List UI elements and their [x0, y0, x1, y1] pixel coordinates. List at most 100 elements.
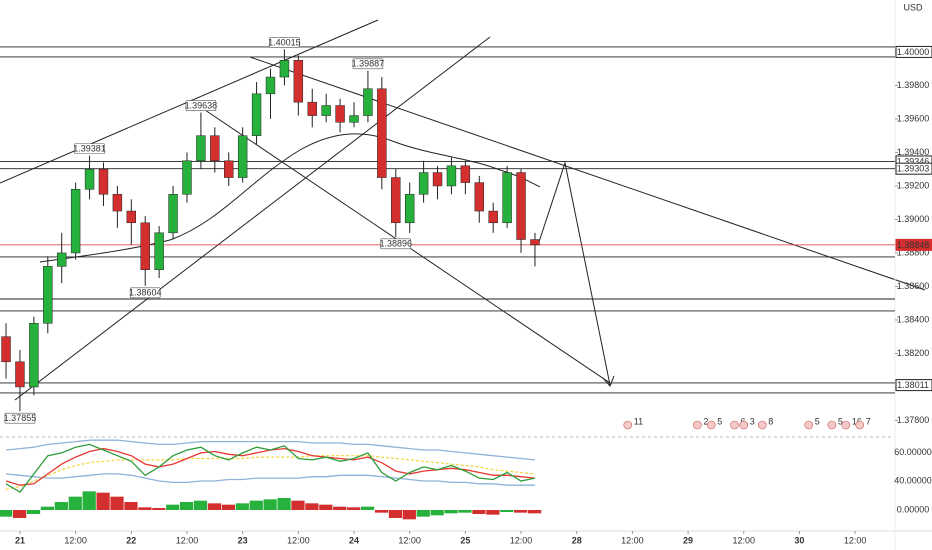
candle-body: [237, 135, 248, 178]
indicator-tick-label: 40.00000: [894, 475, 932, 485]
candle-body: [182, 160, 192, 195]
candle-body: [377, 88, 387, 178]
candle-body: [43, 266, 53, 324]
hist-bar: [207, 503, 222, 510]
hist-bar: [152, 508, 166, 510]
candle-body: [112, 194, 123, 212]
y-tick-label: 1.39400: [897, 147, 930, 157]
candle-body: [349, 115, 359, 123]
hist-bar: [54, 502, 68, 510]
candle-body: [418, 172, 429, 195]
indicator-line: [5, 455, 536, 490]
indicator-line: [5, 439, 536, 461]
trend-line: [14, 36, 491, 401]
event-icon: [758, 420, 767, 430]
annotation-label: 1.39381: [73, 143, 106, 153]
candle-body: [251, 93, 262, 136]
hist-bar: [374, 510, 389, 513]
y-tick-label: 1.38800: [897, 247, 930, 257]
candle-body: [84, 168, 95, 190]
hist-bar: [40, 506, 55, 510]
price-tag-label: 1.38848: [897, 240, 930, 250]
candle-body: [15, 361, 25, 388]
price-tag: [895, 379, 932, 392]
hist-bar: [360, 506, 375, 510]
candle-body: [29, 323, 39, 388]
trend-line: [249, 56, 926, 291]
event-label: 16: [852, 416, 862, 426]
candle-body: [279, 60, 290, 78]
hist-bar: [319, 504, 333, 510]
candle-body: [530, 239, 540, 246]
y-tick-label: 1.39200: [897, 180, 930, 190]
x-tick-label: 25: [460, 535, 470, 545]
annotation-label: 1.40015: [268, 37, 301, 47]
event-label: 7: [866, 416, 871, 426]
hist-bar: [500, 510, 514, 512]
candle-body: [210, 135, 220, 162]
event-icon: [739, 420, 749, 430]
candle-body: [293, 60, 304, 103]
x-tick-label: 24: [349, 535, 359, 545]
candle-body: [265, 76, 276, 95]
x-tick-label: 12:00: [176, 535, 199, 545]
hist-bar: [12, 510, 27, 518]
event-label: 5: [838, 416, 843, 426]
hist-bar: [96, 492, 110, 510]
price-tag: [895, 45, 932, 58]
candle-body: [391, 177, 401, 224]
x-tick-label: 30: [794, 535, 804, 545]
hist-bar: [444, 510, 458, 514]
candle-body: [502, 172, 512, 224]
candle-body: [321, 105, 331, 116]
hist-bar: [514, 510, 528, 513]
event-icon: [827, 420, 837, 430]
hist-bar: [235, 503, 249, 510]
y-tick-label: 1.39800: [897, 80, 930, 90]
annotation-label: 1.37855: [4, 413, 37, 423]
hist-bar: [486, 510, 500, 515]
annotation-box: [380, 238, 412, 250]
currency: USD: [903, 2, 923, 12]
event-icon: [855, 420, 865, 430]
x-tick-label: 12:00: [621, 535, 644, 545]
candle-body: [335, 105, 345, 123]
indicator-line: [5, 473, 535, 486]
candle-body: [70, 189, 81, 254]
x-tick-label: 12:00: [64, 535, 87, 545]
candle-body: [460, 165, 471, 183]
hist-bar: [180, 502, 194, 510]
annotation-box: [185, 100, 217, 111]
y-tick-label: 1.38400: [897, 314, 930, 324]
event-icon: [730, 420, 739, 430]
event-label: 5: [717, 416, 722, 426]
hist-bar: [221, 504, 236, 510]
y-tick-label: 1.37800: [897, 415, 930, 425]
annotation-box: [129, 287, 161, 299]
hist-bar: [138, 507, 152, 510]
hist-bar: [124, 502, 138, 510]
annotation-box: [4, 412, 36, 424]
event-icon: [693, 420, 702, 430]
annotation-label: 1.39638: [185, 100, 218, 110]
x-tick-label: 12:00: [398, 535, 421, 545]
price-tag-label: 1.39303: [897, 164, 930, 174]
event-label: 8: [768, 416, 773, 426]
x-tick-label: 29: [683, 535, 693, 545]
hist-bar: [166, 504, 180, 510]
hist-bar: [305, 503, 319, 510]
annotation-label: 1.38896: [379, 239, 412, 249]
event-label: 2: [703, 416, 708, 426]
hist-bar: [416, 510, 430, 517]
x-tick-label: 28: [572, 535, 582, 545]
annotation-box: [74, 143, 105, 154]
event-label: 5: [815, 416, 820, 426]
candle-body: [404, 194, 415, 224]
candle-body: [516, 172, 526, 240]
candle-body: [98, 168, 109, 195]
price-tag-label: 1.40000: [897, 47, 930, 57]
annotation-box: [352, 58, 384, 70]
candle-body: [154, 232, 164, 270]
